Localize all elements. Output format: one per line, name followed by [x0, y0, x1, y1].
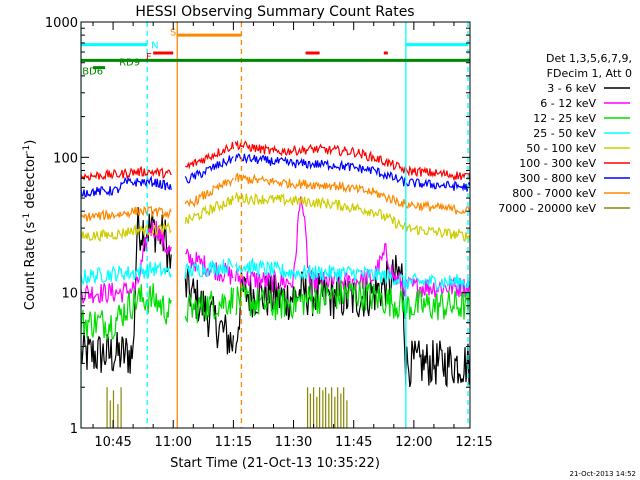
legend-entry-label: 12 - 25 keV [533, 112, 596, 125]
series-line-6-12-kev [405, 276, 470, 299]
series-line-12-25-kev [81, 283, 172, 341]
legend-entry-label: 300 - 800 keV [519, 172, 596, 185]
y-tick-label: 10 [61, 287, 78, 302]
legend-header-decimation: FDecim 1, Att 0 [547, 67, 632, 80]
series-line-50-100-kev [184, 195, 234, 224]
x-tick-label: 11:45 [335, 435, 372, 450]
flag-label-f: F [146, 52, 152, 63]
series-line-300-800-kev [405, 178, 470, 192]
x-tick-label: 12:15 [455, 435, 492, 450]
flag-label-s: S [170, 28, 176, 39]
x-tick-label: 11:00 [155, 435, 192, 450]
footer-timestamp: 21-Oct-2013 14:52 [570, 470, 636, 478]
series-line-300-800-kev [234, 153, 407, 187]
series-line-3-6-kev [184, 265, 234, 355]
series-line-800-7000-kev [405, 200, 470, 215]
series-line-25-50-kev [184, 257, 234, 279]
x-tick-label: 10:45 [94, 435, 131, 450]
chart-title: HESSI Observing Summary Count Rates [135, 4, 414, 20]
flag-label-rd9: RD9 [119, 58, 140, 69]
y-tick-label: 100 [53, 151, 78, 166]
series-line-12-25-kev [235, 280, 407, 321]
x-tick-label: 11:30 [275, 435, 312, 450]
series-line-50-100-kev [81, 221, 172, 243]
legend: Det 1,3,5,6,7,9, FDecim 1, Att 0 3 - 6 k… [498, 52, 632, 215]
series-line-100-300-kev [81, 165, 172, 181]
series-line-3-6-kev [405, 340, 470, 388]
plot-frame [80, 21, 471, 429]
series-line-12-25-kev [405, 289, 470, 321]
x-tick-label: 12:00 [395, 435, 432, 450]
y-tick-label: 1 [70, 422, 78, 437]
series-line-25-50-kev [234, 257, 407, 288]
series-line-25-50-kev [405, 272, 470, 291]
series-line-300-800-kev [184, 155, 234, 184]
legend-entry-label: 800 - 7000 keV [512, 187, 596, 200]
series-line-800-7000-kev [81, 205, 172, 222]
series-line-12-25-kev [184, 287, 234, 324]
legend-header-detectors: Det 1,3,5,6,7,9, [546, 52, 632, 65]
legend-entry-label: 3 - 6 keV [547, 82, 596, 95]
y-tick-label: 1000 [45, 16, 78, 31]
legend-entry-label: 6 - 12 keV [540, 97, 596, 110]
x-tick-label: 11:15 [215, 435, 252, 450]
series-line-100-300-kev [234, 140, 407, 174]
series-line-800-7000-kev [184, 177, 234, 208]
series-line-100-300-kev [184, 142, 234, 170]
series-line-25-50-kev [81, 261, 172, 286]
series-line-100-300-kev [405, 165, 470, 182]
legend-entry-label: 50 - 100 keV [526, 142, 596, 155]
legend-entry-label: 100 - 300 keV [519, 157, 596, 170]
series-line-50-100-kev [234, 191, 407, 231]
series-line-800-7000-kev [234, 172, 407, 208]
x-axis-label: Start Time (21-Oct-13 10:35:22) [170, 456, 380, 471]
legend-entry-label: 7000 - 20000 keV [498, 202, 596, 215]
y-axis-label: Count Rate (s-1 detector-1) [22, 140, 38, 311]
series-line-50-100-kev [405, 222, 470, 242]
flag-label-bd6: BD6 [82, 66, 103, 77]
series-line-6-12-kev [81, 220, 172, 305]
flag-label-n: N [151, 41, 158, 52]
legend-entry-label: 25 - 50 keV [533, 127, 596, 140]
series-line-300-800-kev [81, 175, 172, 198]
